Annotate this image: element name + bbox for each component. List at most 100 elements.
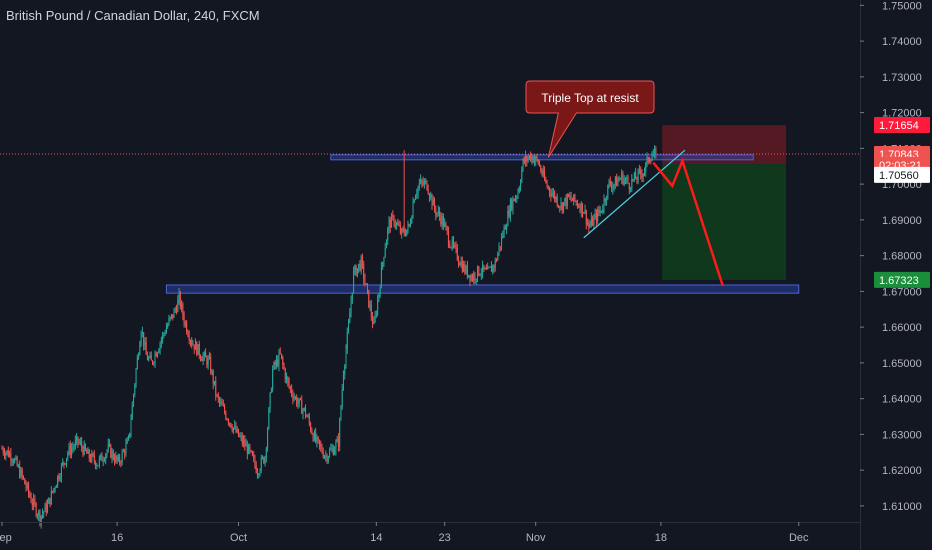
candle-body — [434, 199, 436, 210]
price-label: 1.70560 — [874, 166, 930, 183]
candle-body — [413, 199, 415, 203]
candle — [431, 193, 433, 211]
candle-body — [55, 485, 57, 488]
candle — [126, 437, 128, 445]
candle — [102, 456, 104, 467]
candle-body — [468, 274, 470, 277]
candle — [38, 509, 40, 522]
candle — [446, 225, 448, 236]
candle-body — [600, 210, 602, 213]
candle-body — [528, 155, 530, 159]
candle-body — [264, 457, 266, 464]
candle — [149, 351, 151, 359]
candle — [275, 354, 277, 370]
candle-body — [571, 199, 573, 201]
candle — [502, 230, 504, 239]
candle-body — [146, 354, 148, 360]
candle-body — [497, 253, 499, 261]
candle-body — [95, 461, 97, 467]
candle-body — [256, 472, 258, 475]
candle — [406, 229, 408, 237]
candle-body — [121, 451, 123, 463]
candle-body — [622, 172, 624, 185]
candle-body — [117, 457, 119, 461]
resistance-zone — [330, 154, 754, 161]
candle — [23, 475, 24, 480]
candle-body — [120, 462, 122, 464]
candle-body — [303, 407, 305, 410]
candle — [336, 436, 338, 443]
candle — [530, 151, 532, 163]
candle — [440, 212, 442, 227]
candle — [165, 322, 167, 334]
candle-body — [53, 488, 55, 492]
candle — [50, 486, 52, 505]
candle-body — [202, 356, 204, 361]
candle — [630, 186, 632, 193]
candle-body — [466, 265, 468, 277]
candle — [415, 194, 417, 201]
candle-body — [364, 279, 366, 284]
candle — [427, 184, 429, 195]
candle — [176, 304, 178, 315]
candle — [44, 502, 46, 512]
candle — [112, 449, 114, 461]
candle — [341, 383, 343, 410]
candle — [507, 205, 509, 227]
candle-body — [372, 316, 374, 324]
candle-body — [68, 445, 70, 454]
candle-body — [265, 447, 267, 458]
candle — [256, 468, 258, 479]
candle-body — [587, 222, 589, 224]
candle-body — [67, 453, 69, 458]
candle — [388, 216, 390, 234]
candle-body — [207, 358, 209, 366]
candle-body — [297, 402, 299, 405]
candle-body — [531, 156, 533, 160]
candle — [159, 341, 161, 355]
candle-body — [279, 352, 281, 354]
candle — [439, 206, 441, 222]
candle — [363, 260, 365, 285]
candle-body — [550, 192, 552, 197]
candle-body — [394, 224, 396, 226]
overlay-layer: Triple Top at resist — [525, 80, 725, 287]
candle-body — [439, 210, 441, 217]
candle-body — [334, 450, 336, 455]
candle — [207, 355, 209, 370]
candle-body — [547, 186, 549, 188]
candle — [114, 453, 116, 466]
candle — [449, 240, 451, 248]
candle-body — [60, 464, 62, 478]
candle-body — [281, 353, 282, 358]
candle — [130, 414, 132, 438]
candle-body — [421, 179, 423, 183]
price-tick-label: 1.66000 — [882, 322, 922, 334]
candle — [532, 155, 534, 164]
candle-body — [539, 163, 540, 166]
candle — [493, 264, 495, 273]
candle — [461, 256, 463, 274]
candle-body — [100, 454, 102, 459]
candle-body — [316, 437, 318, 442]
candle-body — [588, 222, 590, 228]
candle-body — [592, 217, 594, 226]
candle — [317, 436, 319, 444]
candle-body — [402, 228, 404, 230]
candle-body — [158, 350, 160, 353]
candle — [283, 362, 285, 371]
candle — [565, 194, 567, 210]
candle-body — [36, 515, 38, 517]
time-axis[interactable]: Sep 16 Oct 14 23 Nov 18 Dec — [0, 522, 860, 544]
candle — [626, 175, 628, 185]
candle-body — [387, 228, 389, 241]
candle-body — [606, 198, 608, 202]
candle-body — [332, 448, 334, 455]
candle — [355, 264, 357, 277]
candle-body — [645, 162, 647, 172]
candle-body — [559, 206, 561, 208]
candle-body — [461, 261, 463, 272]
candle — [168, 314, 170, 326]
candle-body — [127, 436, 129, 440]
